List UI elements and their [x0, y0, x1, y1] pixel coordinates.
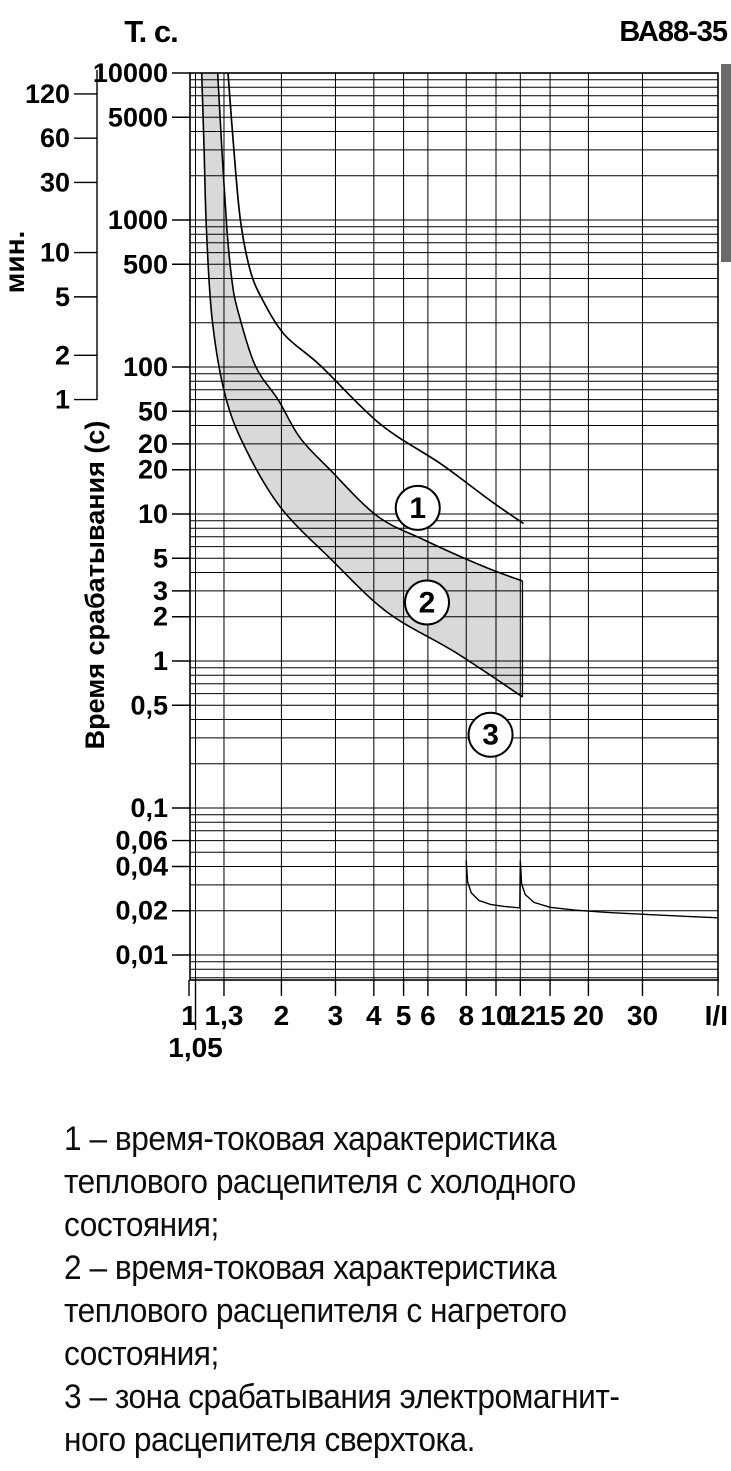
y-tick-label: 3 [153, 576, 168, 606]
y-tick-label: 20 [138, 455, 168, 485]
y-tick-label: 0,01 [115, 940, 168, 970]
y-tick-label: 0,02 [115, 896, 168, 926]
minutes-tick-label: 120 [25, 79, 70, 109]
legend: 1 – время-токовая характеристика теплово… [64, 1118, 620, 1462]
y-tick-label: 20 [138, 429, 168, 459]
x-tick-label: 2 [274, 1000, 290, 1031]
y-tick-label: 1000 [108, 205, 168, 235]
curve-electromagnetic [465, 860, 719, 919]
x-tick-label: 15 [534, 1000, 565, 1031]
y-tick-label: 0,04 [115, 851, 168, 881]
y-tick-label: 500 [123, 249, 168, 279]
band-lower-curve [200, 72, 523, 698]
legend-line: 3 – зона срабатывания электромагнит- [64, 1378, 620, 1416]
model-label: ВА88-35 [619, 16, 728, 48]
minutes-tick-label: 1 [55, 385, 70, 415]
x-tick-label: 4 [366, 1000, 382, 1031]
band-upper-curve [216, 72, 523, 582]
x-tick-label: 1,05 [168, 1032, 223, 1063]
y-tick-label: 50 [138, 396, 168, 426]
y-tick-label: 0,5 [130, 690, 168, 720]
legend-line: 2 – время-токовая характеристика [64, 1249, 557, 1287]
x-tick-label: 8 [458, 1000, 474, 1031]
legend-line: состояния; [64, 1206, 219, 1244]
plot-frame [189, 72, 719, 981]
y-tick-label: 100 [123, 352, 168, 382]
legend-line: ного расцепителя сверхтока. [64, 1421, 475, 1459]
curve-marker-label: 2 [419, 587, 436, 620]
minutes-tick-label: 2 [55, 340, 70, 370]
legend-line: теплового расцепителя с холодного [64, 1163, 576, 1201]
minutes-tick-label: 10 [40, 238, 70, 268]
x-tick-label: 1 [181, 1000, 197, 1031]
y-tick-label: 5000 [108, 102, 168, 132]
x-tick-label: 3 [328, 1000, 344, 1031]
curve-marker-label: 1 [409, 492, 426, 525]
curve-cold [227, 72, 525, 525]
legend-line: 1 – время-токовая характеристика [64, 1120, 557, 1158]
x-tick-label: 20 [573, 1000, 604, 1031]
time-current-chart: 10000500010005001005020201053210,50,10,0… [0, 58, 728, 1063]
y-tick-label: 10 [138, 499, 168, 529]
x-tick-label: 30 [627, 1000, 658, 1031]
y-tick-label: 0,06 [115, 826, 168, 856]
side-accent-bar [721, 64, 731, 262]
y-tick-label: 5 [153, 543, 168, 573]
legend-line: состояния; [64, 1335, 219, 1373]
curve-marker-circle [404, 579, 451, 626]
x-tick-label: 12 [505, 1000, 536, 1031]
curve-marker-circle [394, 484, 441, 531]
y-axis-title: Время срабатывания (с) [80, 421, 110, 750]
minutes-tick-label: 30 [40, 167, 70, 197]
x-tick-label: 10 [480, 1000, 511, 1031]
x-axis-end-symbol: I/I [705, 1000, 728, 1031]
x-tick-label: 5 [396, 1000, 412, 1031]
x-tick-label: 1,3 [205, 1000, 244, 1031]
minutes-tick-label: 60 [40, 123, 70, 153]
y-tick-label: 10000 [93, 58, 168, 88]
legend-line: теплового расцепителя с нагретого [64, 1292, 567, 1330]
chart-title: Т. с. [124, 14, 179, 49]
x-tick-label: 6 [420, 1000, 436, 1031]
thermal-band [201, 73, 523, 697]
y-tick-label: 0,1 [130, 793, 168, 823]
curve-marker-circle [467, 711, 514, 758]
minutes-tick-label: 5 [55, 282, 70, 312]
minutes-axis-title: мин. [0, 231, 30, 294]
y-tick-label: 2 [153, 602, 168, 632]
y-tick-label: 1 [153, 646, 168, 676]
curve-marker-label: 3 [482, 719, 499, 752]
